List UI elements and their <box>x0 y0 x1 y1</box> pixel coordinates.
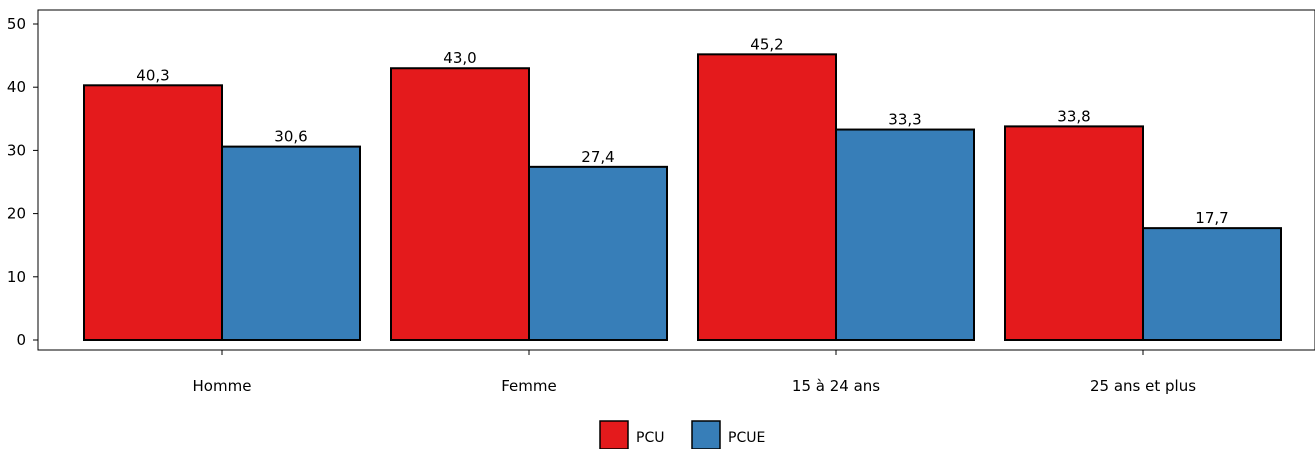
value-label-pcu-0: 40,3 <box>136 66 169 84</box>
value-label-pcu-3: 33,8 <box>1057 107 1090 125</box>
y-tick-label: 20 <box>7 205 26 223</box>
bar-pcue-1 <box>528 165 668 341</box>
legend-label-pcue: PCUE <box>728 430 765 446</box>
x-axis: Homme Femme 15 à 24 ans 25 ans et plus <box>193 350 1196 395</box>
y-tick-label: 10 <box>7 268 26 286</box>
y-axis: 0 10 20 30 40 50 <box>7 15 38 349</box>
y-tick-label: 30 <box>7 141 26 159</box>
bar-pcu-1 <box>390 67 530 342</box>
value-labels: 40,3 30,6 43,0 27,4 45,2 33,3 33,8 17,7 <box>136 35 1228 227</box>
bar-pcu-2 <box>697 53 837 341</box>
legend: PCU PCUE <box>599 420 765 449</box>
value-label-pcue-2: 33,3 <box>888 111 921 129</box>
value-label-pcue-1: 27,4 <box>581 148 614 166</box>
bar-pcu-0 <box>83 84 223 341</box>
x-tick-label: Homme <box>193 377 252 395</box>
value-label-pcue-3: 17,7 <box>1195 209 1228 227</box>
x-tick-label: 25 ans et plus <box>1090 377 1196 395</box>
value-label-pcu-2: 45,2 <box>750 35 783 53</box>
bar-pcue-3 <box>1142 227 1282 341</box>
x-tick-label: Femme <box>501 377 557 395</box>
plot-frame <box>37 9 1315 351</box>
y-tick-label: 40 <box>7 78 26 96</box>
legend-label-pcu: PCU <box>636 430 664 446</box>
bar-pcu-3 <box>1004 125 1144 341</box>
bar-pcue-2 <box>835 128 975 341</box>
value-label-pcue-0: 30,6 <box>274 128 307 146</box>
legend-swatch-pcue <box>691 420 721 449</box>
y-tick-label: 50 <box>7 15 26 33</box>
bar-pcue-0 <box>221 145 361 341</box>
legend-swatch-pcu <box>599 420 629 449</box>
bars <box>83 53 1282 342</box>
y-tick-label: 0 <box>16 331 26 349</box>
x-tick-label: 15 à 24 ans <box>792 377 880 395</box>
value-label-pcu-1: 43,0 <box>443 49 476 67</box>
